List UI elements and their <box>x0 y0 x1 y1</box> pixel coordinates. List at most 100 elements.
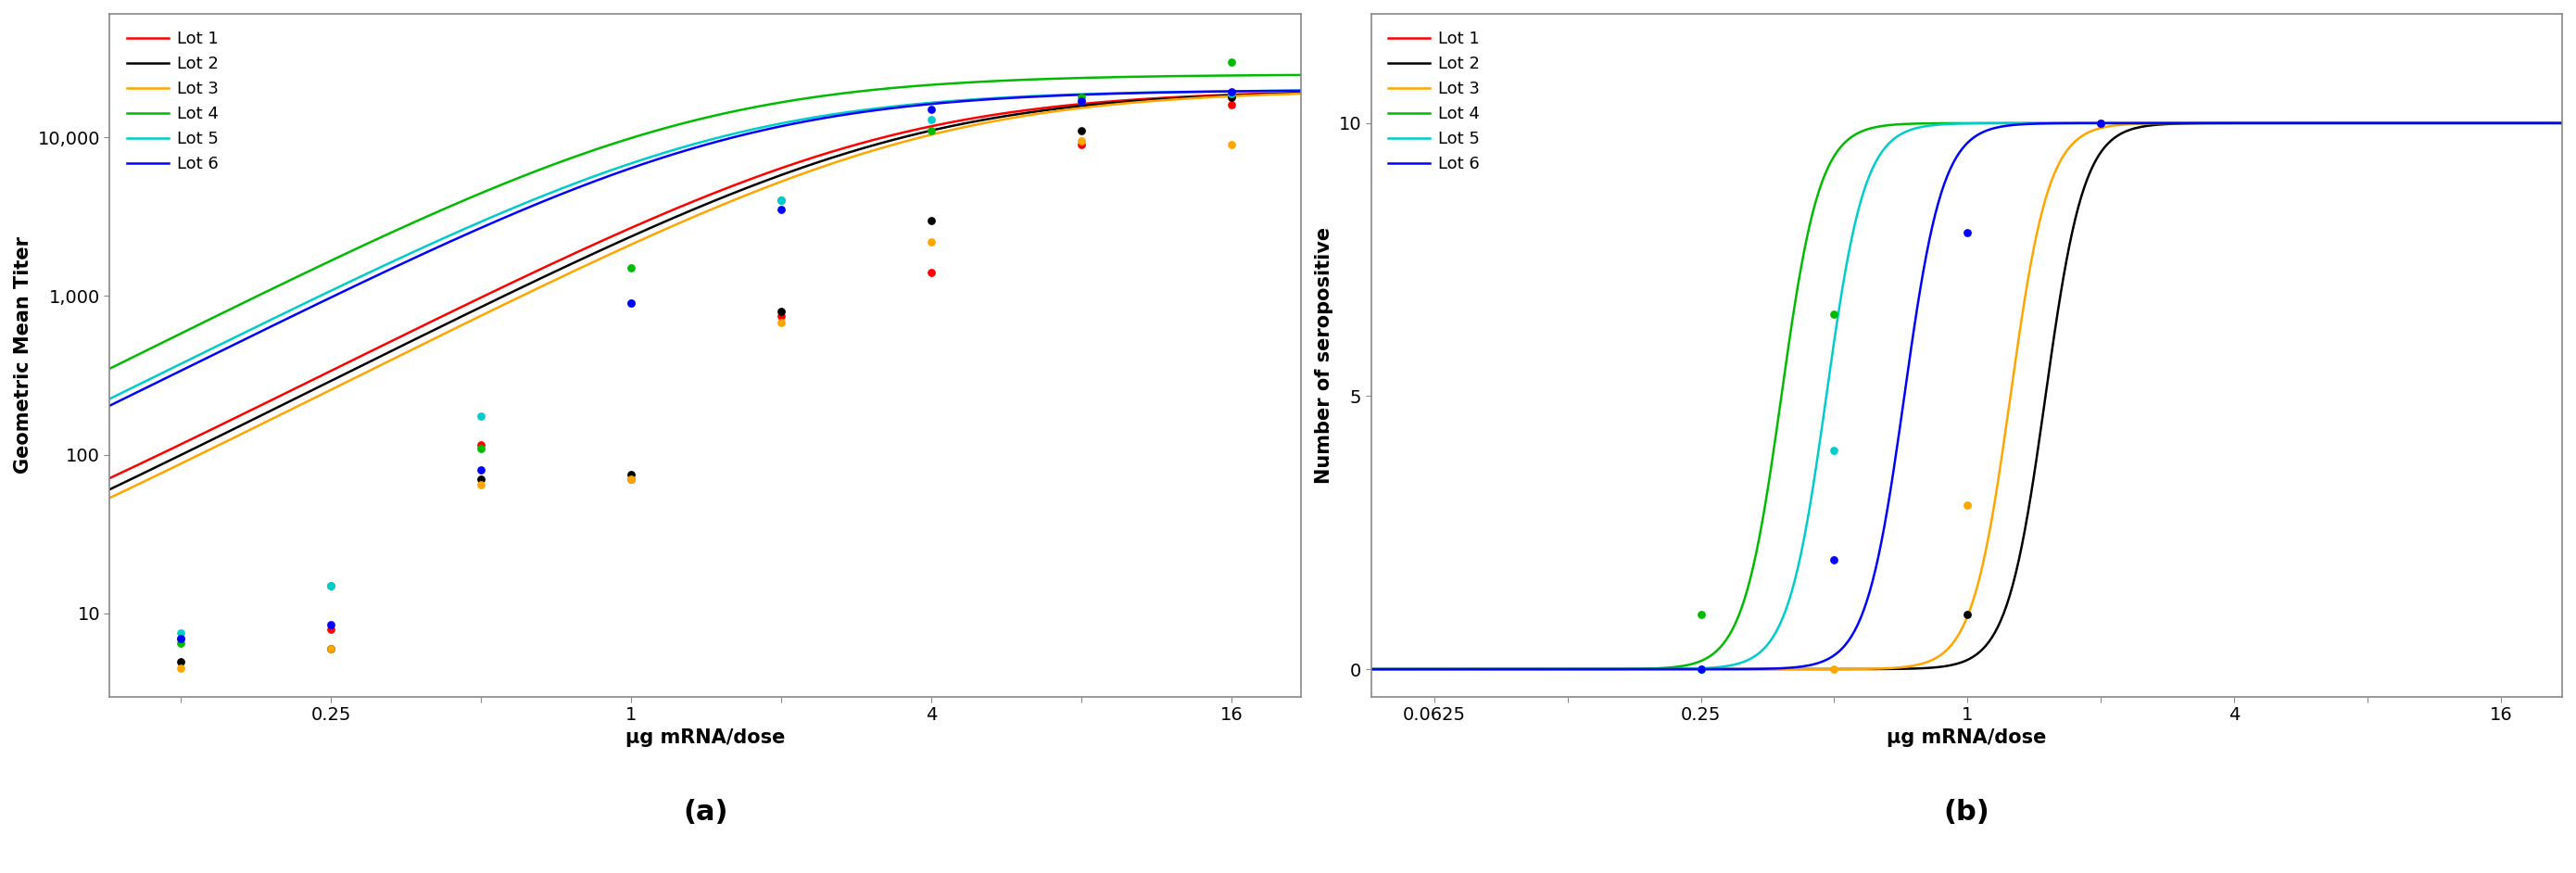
Point <box>1211 98 1252 112</box>
Lot 6 <box>95 401 126 411</box>
Point <box>760 194 801 208</box>
Lot 6 <box>2105 118 2136 128</box>
Point <box>461 478 502 491</box>
Point <box>2081 116 2123 130</box>
Point <box>1814 443 1855 457</box>
Point <box>912 124 953 138</box>
Lot 4 <box>1499 664 1530 675</box>
Lot 3 <box>953 120 984 131</box>
Lot 2 <box>2215 118 2246 128</box>
Point <box>1061 90 1103 104</box>
Lot 5 <box>482 210 513 220</box>
Lot 2 <box>567 254 598 265</box>
Lot 4 <box>1285 70 1316 80</box>
Point <box>760 203 801 217</box>
Point <box>1211 85 1252 99</box>
Lot 5 <box>1499 664 1530 675</box>
Point <box>160 631 201 645</box>
Point <box>461 409 502 423</box>
Point <box>611 296 652 310</box>
Text: (b): (b) <box>1942 799 1989 826</box>
Point <box>160 662 201 676</box>
Lot 4 <box>842 86 873 97</box>
Lot 1 <box>842 139 873 149</box>
Lot 5 <box>961 94 992 105</box>
Lot 3 <box>1285 88 1316 99</box>
Y-axis label: Number of seropositive: Number of seropositive <box>1314 227 1334 484</box>
Line: Lot 1: Lot 1 <box>111 93 1301 478</box>
Line: Lot 4: Lot 4 <box>1370 123 2563 670</box>
Lot 3 <box>2215 118 2246 128</box>
Point <box>160 654 201 668</box>
Lot 4 <box>2548 118 2576 128</box>
Lot 1 <box>961 113 992 123</box>
Lot 5 <box>1355 664 1386 675</box>
Lot 6 <box>1826 643 1857 653</box>
Lot 6 <box>1744 663 1775 674</box>
Point <box>760 194 801 208</box>
Point <box>1061 138 1103 152</box>
Point <box>1211 55 1252 69</box>
Point <box>760 316 801 330</box>
Lot 3 <box>1826 663 1857 674</box>
Point <box>1814 307 1855 321</box>
Lot 6 <box>1355 664 1386 675</box>
Point <box>1211 86 1252 100</box>
Lot 5 <box>2548 118 2576 128</box>
Point <box>1680 663 1721 677</box>
Point <box>160 626 201 640</box>
Point <box>461 472 502 486</box>
Lot 3 <box>95 492 126 503</box>
Line: Lot 2: Lot 2 <box>111 93 1301 490</box>
Point <box>1211 90 1252 104</box>
Text: (a): (a) <box>683 799 729 826</box>
Lot 2 <box>1744 664 1775 675</box>
Point <box>312 579 353 593</box>
Lot 5 <box>567 175 598 186</box>
Point <box>760 305 801 319</box>
Lot 2 <box>237 414 268 424</box>
Lot 4 <box>2105 118 2136 128</box>
Lot 4 <box>2476 118 2506 128</box>
Point <box>461 464 502 478</box>
Lot 3 <box>567 262 598 272</box>
Lot 4 <box>2221 118 2251 128</box>
Point <box>912 113 953 127</box>
Lot 5 <box>2105 118 2136 128</box>
Lot 4 <box>95 363 126 374</box>
Lot 1 <box>567 245 598 256</box>
Lot 3 <box>482 302 513 313</box>
Lot 2 <box>1499 664 1530 675</box>
Point <box>611 261 652 275</box>
Lot 3 <box>1744 664 1775 675</box>
Line: Lot 5: Lot 5 <box>111 91 1301 399</box>
Line: Lot 3: Lot 3 <box>111 93 1301 498</box>
Lot 5 <box>1744 648 1775 658</box>
Point <box>2081 116 2123 130</box>
Lot 2 <box>1285 88 1316 99</box>
Lot 5 <box>1826 281 1857 292</box>
Lot 4 <box>1744 533 1775 544</box>
Lot 2 <box>842 144 873 155</box>
Lot 4 <box>237 292 268 303</box>
Point <box>760 309 801 323</box>
Point <box>461 438 502 452</box>
Lot 2 <box>482 293 513 304</box>
Point <box>312 579 353 593</box>
Point <box>1947 498 1989 512</box>
Point <box>1061 134 1103 148</box>
Lot 6 <box>961 95 992 106</box>
Point <box>611 472 652 486</box>
Lot 2 <box>953 117 984 127</box>
Lot 3 <box>1499 664 1530 675</box>
Line: Lot 6: Lot 6 <box>1370 123 2563 670</box>
Point <box>912 235 953 249</box>
Lot 6 <box>567 181 598 191</box>
Lot 3 <box>961 120 992 130</box>
Lot 3 <box>1355 664 1386 675</box>
Lot 6 <box>842 107 873 118</box>
Lot 5 <box>95 394 126 404</box>
Point <box>1947 608 1989 622</box>
Y-axis label: Geometric Mean Titer: Geometric Mean Titer <box>13 237 33 474</box>
Point <box>1814 663 1855 677</box>
